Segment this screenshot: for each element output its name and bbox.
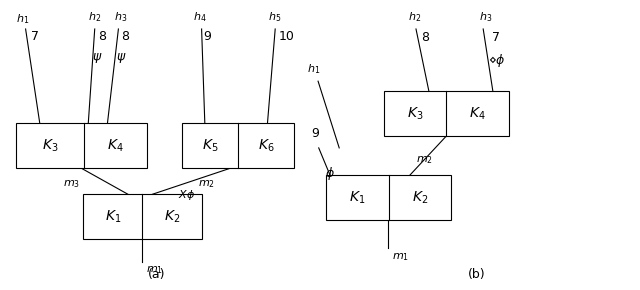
Text: (a): (a) <box>148 268 166 280</box>
Text: $\psi$: $\psi$ <box>92 51 102 65</box>
Text: $K_1$: $K_1$ <box>349 190 366 206</box>
Text: $h_4$: $h_4$ <box>193 10 207 24</box>
Text: 8: 8 <box>122 30 129 43</box>
Text: $K_2$: $K_2$ <box>412 190 428 206</box>
Text: $h_5$: $h_5$ <box>268 10 281 24</box>
Text: $h_1$: $h_1$ <box>307 63 321 77</box>
Text: $m_1$: $m_1$ <box>392 252 409 263</box>
Text: $\diamond\phi$: $\diamond\phi$ <box>488 52 506 69</box>
Text: $h_1$: $h_1$ <box>16 12 29 26</box>
Text: $h_2$: $h_2$ <box>88 10 102 24</box>
Text: 10: 10 <box>279 30 295 43</box>
Text: $K_3$: $K_3$ <box>407 106 424 122</box>
Text: 9: 9 <box>204 30 211 43</box>
Text: $X\phi$: $X\phi$ <box>178 188 195 202</box>
Text: 9: 9 <box>312 127 319 140</box>
Text: $K_5$: $K_5$ <box>202 137 219 154</box>
Text: $h_3$: $h_3$ <box>479 10 492 24</box>
Text: 7: 7 <box>492 31 499 44</box>
Bar <box>182 123 294 168</box>
Text: $K_2$: $K_2$ <box>164 209 180 225</box>
Bar <box>384 91 509 136</box>
Text: $K_1$: $K_1$ <box>104 209 121 225</box>
Text: $K_3$: $K_3$ <box>42 137 58 154</box>
Text: $K_4$: $K_4$ <box>108 137 124 154</box>
Text: 8: 8 <box>421 31 429 44</box>
Bar <box>83 194 202 239</box>
Bar <box>326 175 451 220</box>
Text: 8: 8 <box>98 30 106 43</box>
Bar <box>16 123 147 168</box>
Text: $m_2$: $m_2$ <box>198 178 216 190</box>
Text: $m_2$: $m_2$ <box>416 154 433 166</box>
Text: $h_3$: $h_3$ <box>114 10 127 24</box>
Text: $K_4$: $K_4$ <box>469 106 486 122</box>
Text: $m_3$: $m_3$ <box>63 178 80 190</box>
Text: $K_6$: $K_6$ <box>258 137 275 154</box>
Text: $\phi$: $\phi$ <box>325 166 335 182</box>
Text: $m_1$: $m_1$ <box>146 264 163 276</box>
Text: 7: 7 <box>31 30 38 43</box>
Text: $h_2$: $h_2$ <box>408 10 422 24</box>
Text: $\psi$: $\psi$ <box>116 51 127 65</box>
Text: (b): (b) <box>468 268 486 280</box>
